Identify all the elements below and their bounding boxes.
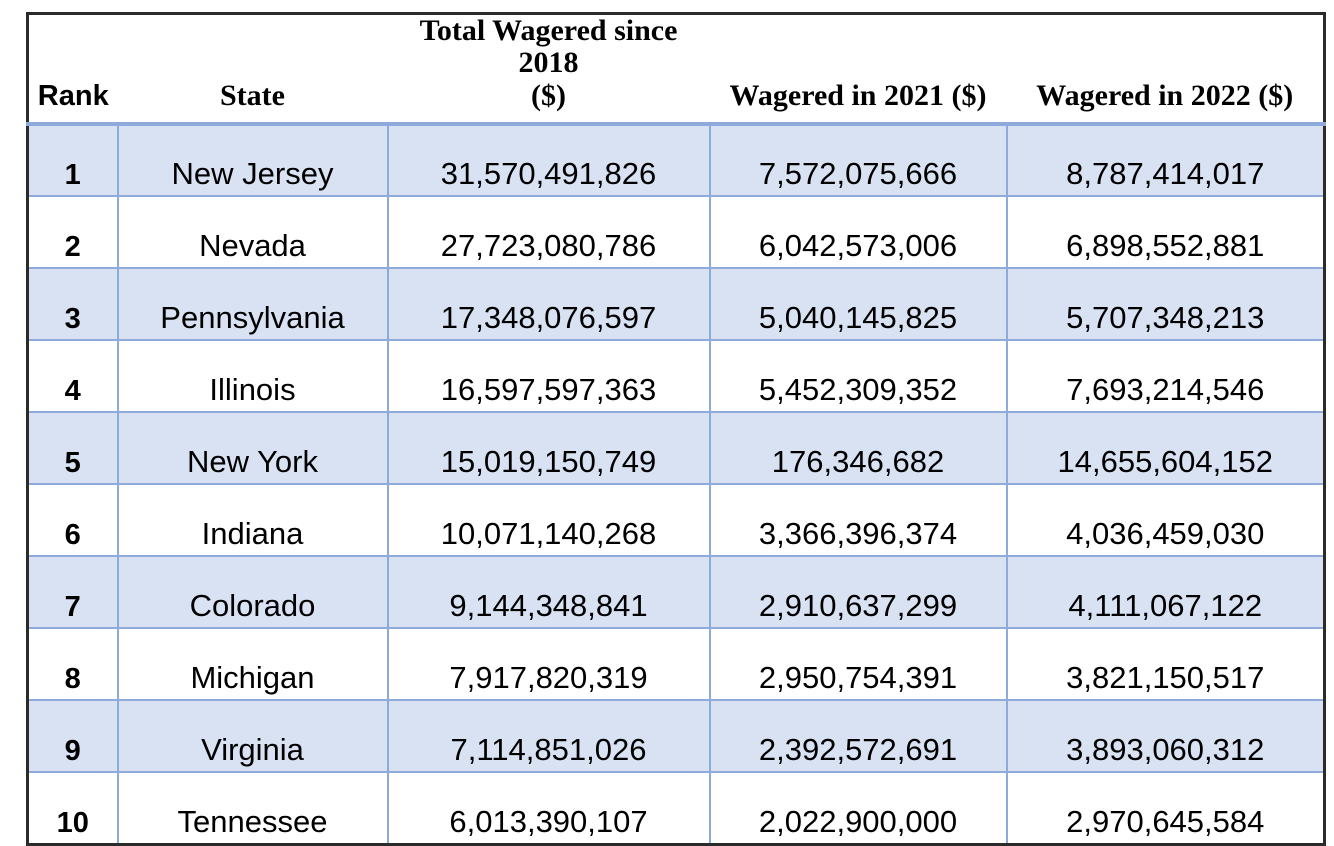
rank-cell: 5 [26, 411, 119, 486]
rank-cell: 6 [26, 483, 119, 558]
table-row: 7 Colorado 9,144,348,841 2,910,637,299 4,111… [26, 555, 1326, 630]
total-since-2018-cell: 15,019,150,749 [386, 411, 711, 486]
table-row: 8 Michigan 7,917,820,319 2,950,754,391 3,821… [26, 627, 1326, 702]
state-cell: Nevada [116, 195, 389, 270]
table-row: 3 Pennsylvania 17,348,076,597 5,040,145,825… [26, 267, 1326, 342]
wagered-2022-cell: 5,707,348,213 [1005, 267, 1326, 342]
rank-cell: 1 [26, 123, 119, 198]
wagered-2022-cell: 7,693,214,546 [1005, 339, 1326, 414]
state-cell: New York [116, 411, 389, 486]
wagered-2022-cell: 2,970,645,584 [1005, 771, 1326, 846]
state-cell: Colorado [116, 555, 389, 630]
wagered-2021-cell: 176,346,682 [708, 411, 1008, 486]
rank-cell: 7 [26, 555, 119, 630]
table-row: 6 Indiana 10,071,140,268 3,366,396,374 4,036… [26, 483, 1326, 558]
column-header-total-since-2018: Total Wagered since 2018 ($) [387, 13, 710, 127]
wagered-2022-cell: 3,893,060,312 [1005, 699, 1326, 774]
wagered-2021-cell: 6,042,573,006 [708, 195, 1008, 270]
state-cell: Michigan [116, 627, 389, 702]
wagered-2022-cell: 6,898,552,881 [1005, 195, 1326, 270]
table-row: 2 Nevada 27,723,080,786 6,042,573,006 6,898,… [26, 195, 1326, 270]
wagered-2021-cell: 2,910,637,299 [708, 555, 1008, 630]
total-since-2018-cell: 10,071,140,268 [386, 483, 711, 558]
total-since-2018-cell: 17,348,076,597 [386, 267, 711, 342]
table-row: 5 New York 15,019,150,749 176,346,682 14,655… [26, 411, 1326, 486]
total-since-2018-cell: 9,144,348,841 [386, 555, 711, 630]
rank-cell: 8 [26, 627, 119, 702]
wagered-2021-cell: 2,022,900,000 [708, 771, 1008, 846]
header-row: Rank State Total Wagered since 2018 ($) … [27, 13, 1325, 127]
wagered-2021-cell: 2,392,572,691 [708, 699, 1008, 774]
total-since-2018-cell: 7,917,820,319 [386, 627, 711, 702]
rank-cell: 3 [26, 267, 119, 342]
wagered-2022-cell: 8,787,414,017 [1005, 123, 1326, 198]
total-since-2018-cell: 7,114,851,026 [386, 699, 711, 774]
total-since-2018-cell: 31,570,491,826 [386, 123, 711, 198]
state-cell: Virginia [116, 699, 389, 774]
column-header-rank: Rank [27, 13, 118, 127]
wagered-2021-cell: 5,040,145,825 [708, 267, 1008, 342]
table-row: 4 Illinois 16,597,597,363 5,452,309,352 7,69… [26, 339, 1326, 414]
wagered-2022-cell: 4,111,067,122 [1005, 555, 1326, 630]
total-since-2018-cell: 16,597,597,363 [386, 339, 711, 414]
rank-cell: 9 [26, 699, 119, 774]
wagered-2021-cell: 5,452,309,352 [708, 339, 1008, 414]
wagered-2022-cell: 3,821,150,517 [1005, 627, 1326, 702]
table-row: 9 Virginia 7,114,851,026 2,392,572,691 3,893… [26, 699, 1326, 774]
state-cell: Tennessee [116, 771, 389, 846]
rank-cell: 10 [26, 771, 119, 846]
total-since-2018-cell: 27,723,080,786 [386, 195, 711, 270]
column-header-state: State [117, 13, 388, 127]
table-header: Rank State Total Wagered since 2018 ($) … [27, 13, 1325, 127]
rank-cell: 4 [26, 339, 119, 414]
table-row: 1 New Jersey 31,570,491,826 7,572,075,666 8,… [26, 123, 1326, 198]
state-cell: Illinois [116, 339, 389, 414]
wagered-2022-cell: 14,655,604,152 [1005, 411, 1326, 486]
wagered-2021-cell: 3,366,396,374 [708, 483, 1008, 558]
state-cell: Pennsylvania [116, 267, 389, 342]
table-row: 10 Tennessee 6,013,390,107 2,022,900,000 2,9… [26, 771, 1326, 846]
state-wagering-table: Rank State Total Wagered since 2018 ($) … [26, 12, 1326, 846]
state-cell: Indiana [116, 483, 389, 558]
total-since-2018-cell: 6,013,390,107 [386, 771, 711, 846]
column-header-wagered-2021: Wagered in 2021 ($) [709, 13, 1007, 127]
state-cell: New Jersey [116, 123, 389, 198]
wagered-2021-cell: 7,572,075,666 [708, 123, 1008, 198]
wagered-2022-cell: 4,036,459,030 [1005, 483, 1326, 558]
column-header-wagered-2022: Wagered in 2022 ($) [1006, 13, 1325, 127]
wagered-2021-cell: 2,950,754,391 [708, 627, 1008, 702]
rank-cell: 2 [26, 195, 119, 270]
table-body: 1 New Jersey 31,570,491,826 7,572,075,666 8,… [26, 123, 1326, 846]
